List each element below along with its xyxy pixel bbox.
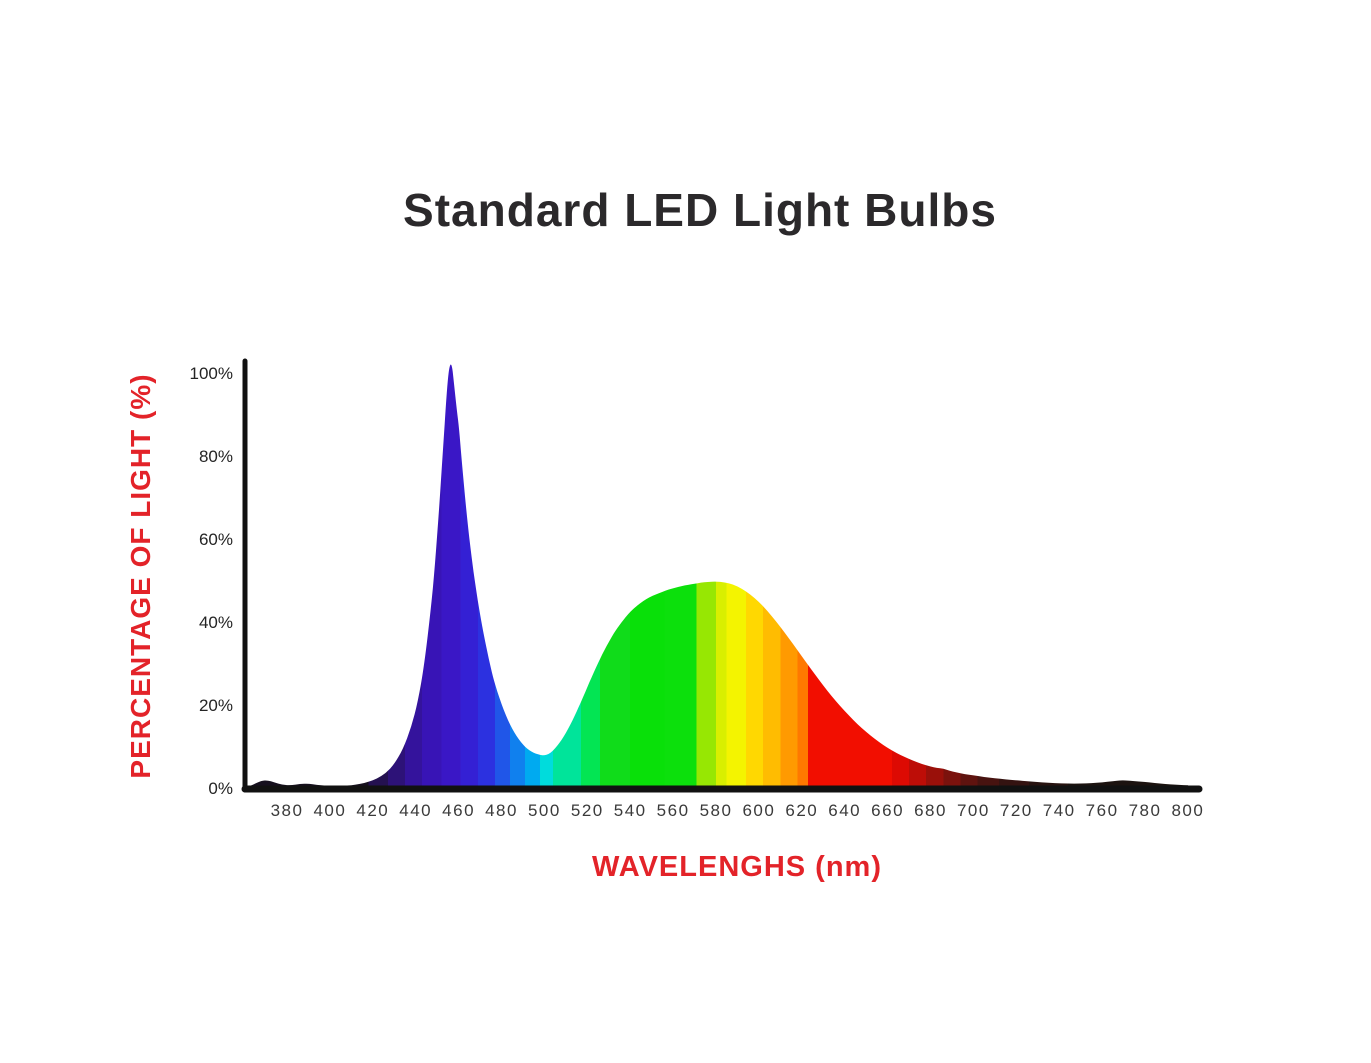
x-tick-label: 520 xyxy=(570,801,604,820)
x-tick-label: 480 xyxy=(485,801,518,820)
x-tick-label: 500 xyxy=(527,801,561,820)
x-tick-label: 420 xyxy=(356,801,390,820)
y-tick-label: 20% xyxy=(198,696,233,715)
y-axis-title: PERCENTAGE OF LIGHT (%) xyxy=(125,373,156,779)
x-tick-label: 580 xyxy=(699,801,733,820)
x-tick-label: 560 xyxy=(656,801,690,820)
x-tick-label: 640 xyxy=(828,801,862,820)
x-tick-label: 760 xyxy=(1085,801,1119,820)
x-tick-label: 400 xyxy=(313,801,347,820)
x-tick-label: 440 xyxy=(399,801,433,820)
y-tick-label: 40% xyxy=(198,613,233,632)
x-tick-label: 600 xyxy=(742,801,776,820)
x-tick-label: 740 xyxy=(1042,801,1076,820)
x-tick-label: 780 xyxy=(1128,801,1162,820)
x-tick-label: 660 xyxy=(871,801,905,820)
x-tick-label: 380 xyxy=(270,801,304,820)
x-tick-label: 540 xyxy=(613,801,647,820)
y-tick-label: 60% xyxy=(198,530,233,549)
chart-title: Standard LED Light Bulbs xyxy=(403,184,997,236)
x-axis-title: WAVELENGHS (nm) xyxy=(592,851,882,883)
y-tick-label: 80% xyxy=(198,447,233,466)
x-tick-label: 720 xyxy=(999,801,1033,820)
x-tick-label: 460 xyxy=(442,801,476,820)
x-tick-label: 800 xyxy=(1171,801,1205,820)
y-tick-label: 100% xyxy=(189,364,233,383)
y-tick-label: 0% xyxy=(208,779,233,798)
x-tick-label: 620 xyxy=(785,801,819,820)
x-tick-label: 700 xyxy=(956,801,990,820)
x-tick-label: 680 xyxy=(914,801,947,820)
spectrum-area-fill xyxy=(244,364,1199,792)
